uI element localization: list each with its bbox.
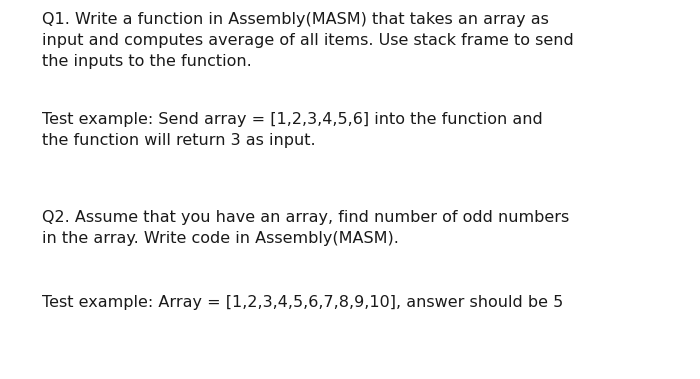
Text: Q2. Assume that you have an array, find number of odd numbers
in the array. Writ: Q2. Assume that you have an array, find … bbox=[42, 210, 569, 246]
Text: Q1. Write a function in Assembly(MASM) that takes an array as
input and computes: Q1. Write a function in Assembly(MASM) t… bbox=[42, 12, 574, 69]
Text: Test example: Send array = [1,2,3,4,5,6] into the function and
the function will: Test example: Send array = [1,2,3,4,5,6]… bbox=[42, 112, 542, 148]
Text: Test example: Array = [1,2,3,4,5,6,7,8,9,10], answer should be 5: Test example: Array = [1,2,3,4,5,6,7,8,9… bbox=[42, 295, 564, 310]
